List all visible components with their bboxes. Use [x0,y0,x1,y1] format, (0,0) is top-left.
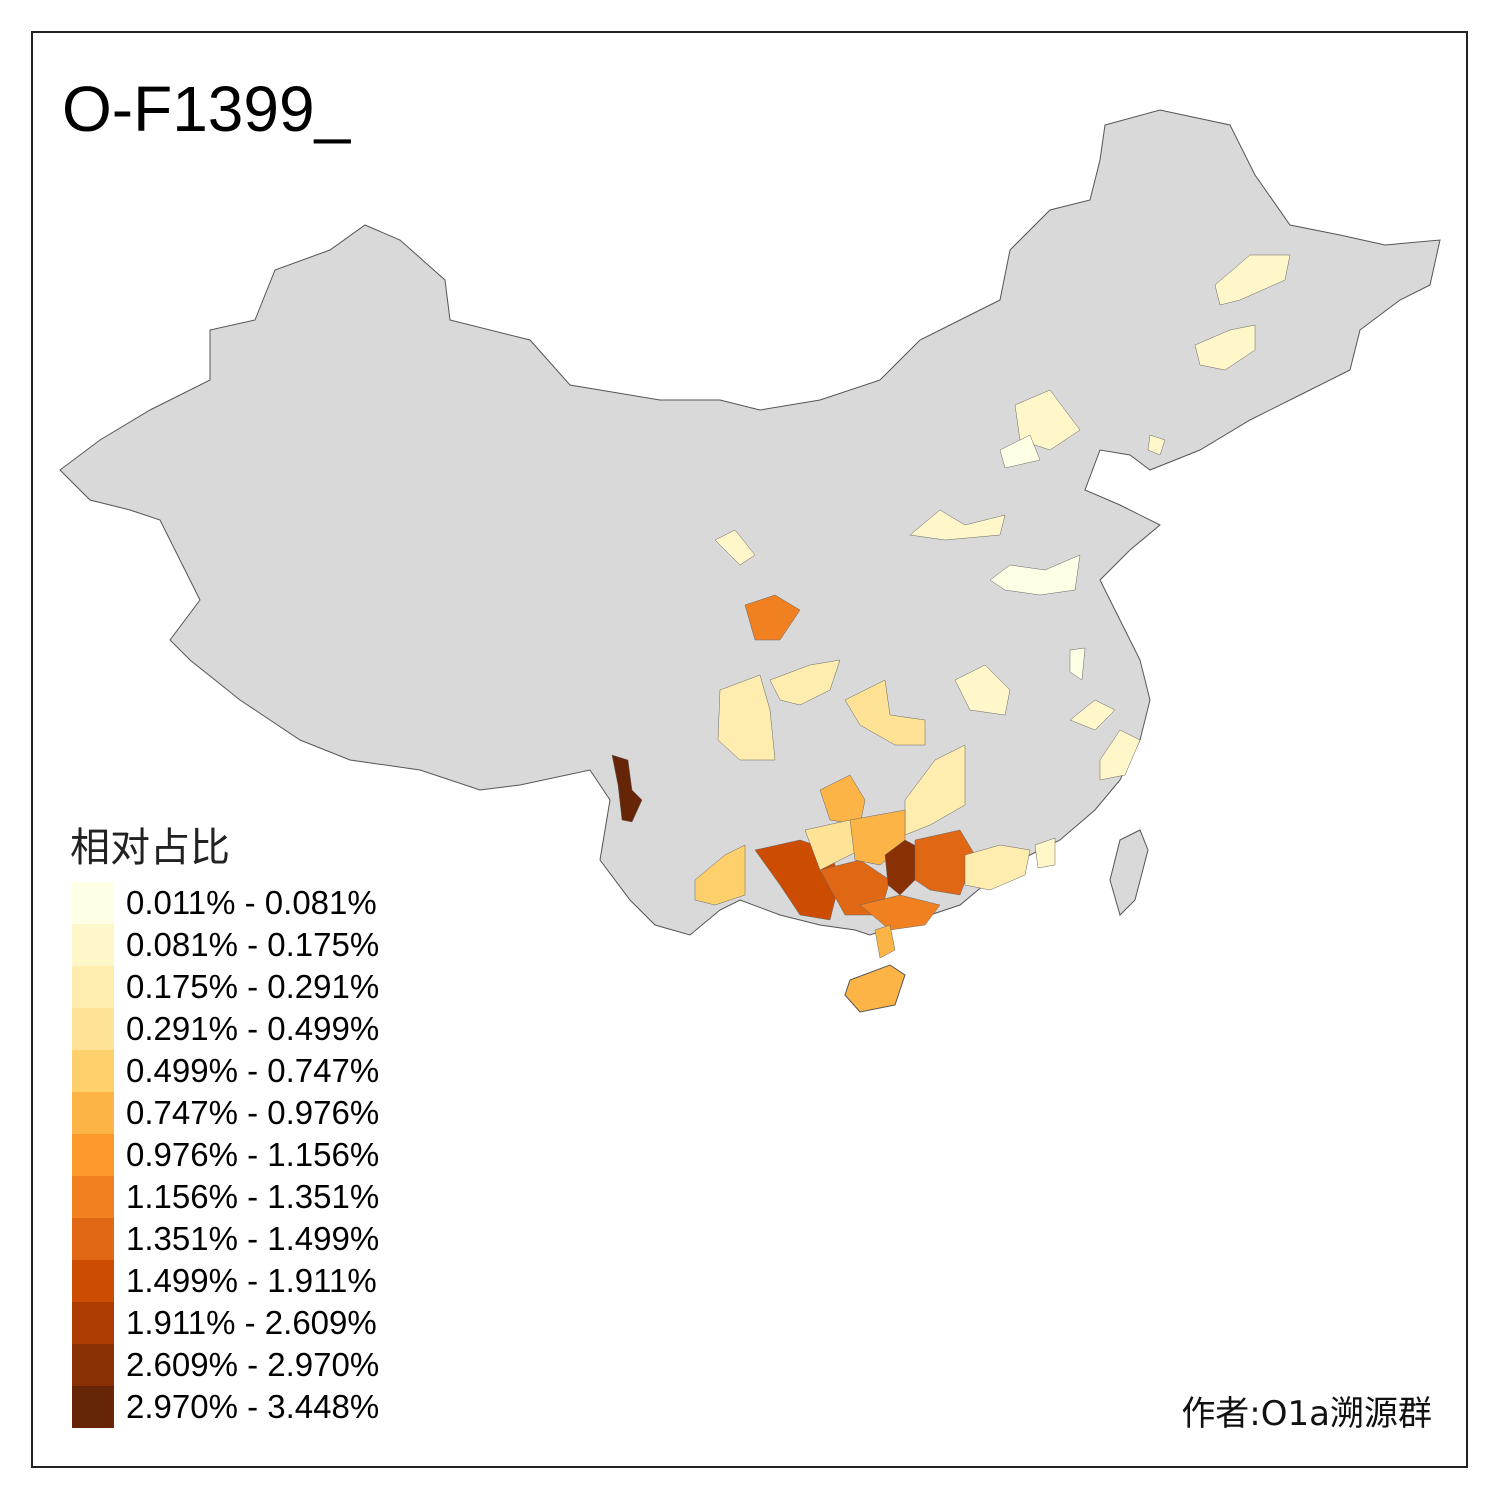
region-anhui [1069,647,1086,681]
legend-swatch [72,1134,114,1176]
legend-swatch [72,1218,114,1260]
legend-swatch [72,1302,114,1344]
legend-item: 1.499% - 1.911% [72,1260,379,1302]
region-gansu [714,529,756,566]
region-guangxi-center [819,859,891,916]
region-shantou [1034,837,1056,869]
legend-swatch [72,1050,114,1092]
region-guangdong-south [859,894,941,931]
map-title: O-F1399_ [62,73,351,145]
legend-swatch [72,1176,114,1218]
region-yunnan-east [694,844,746,906]
region-beijing [1014,389,1081,451]
legend-swatch [72,1008,114,1050]
region-guizhou [819,774,866,826]
legend-item: 0.976% - 1.156% [72,1134,379,1176]
region-nujiang [611,754,643,823]
legend-swatch [72,1092,114,1134]
plot-frame [31,31,1468,1468]
legend: 0.011% - 0.081% 0.081% - 0.175% 0.175% - 0… [72,882,379,1428]
region-chongqing [844,679,926,746]
region-hebei [999,434,1041,469]
legend-swatch [72,1260,114,1302]
legend-label: 0.081% - 0.175% [126,926,380,963]
legend-label: 0.175% - 0.291% [126,968,380,1005]
legend-label: 0.747% - 0.976% [126,1094,380,1131]
region-liaoning [1147,434,1166,456]
region-zhejiang [1069,699,1116,731]
region-shanxi [909,509,1006,541]
legend-swatch [72,882,114,924]
legend-item: 0.175% - 0.291% [72,966,379,1008]
legend-item: 0.747% - 0.976% [72,1092,379,1134]
legend-item: 0.499% - 0.747% [72,1050,379,1092]
region-heilongjiang [1214,254,1291,306]
legend-item: 1.911% - 2.609% [72,1302,379,1344]
legend-label: 2.970% - 3.448% [126,1388,380,1425]
legend-item: 0.291% - 0.499% [72,1008,379,1050]
legend-item: 1.156% - 1.351% [72,1176,379,1218]
taiwan-island [1109,829,1149,916]
region-jilin [1194,324,1256,371]
legend-item: 0.081% - 0.175% [72,924,379,966]
legend-swatch [72,1344,114,1386]
legend-label: 1.499% - 1.911% [126,1262,377,1299]
legend-label: 1.156% - 1.351% [126,1178,380,1215]
legend-label: 2.609% - 2.970% [126,1346,380,1383]
legend-item: 2.609% - 2.970% [72,1344,379,1386]
legend-swatch [72,1386,114,1428]
region-guangdong-west [914,829,976,896]
china-base-shape [59,109,1441,936]
legend-label: 0.499% - 0.747% [126,1052,380,1089]
region-leizhou [874,924,896,959]
region-fujian [1099,729,1141,781]
region-sichuan-north [744,594,801,641]
legend-label: 1.351% - 1.499% [126,1220,380,1257]
legend-label: 1.911% - 2.609% [126,1304,377,1341]
legend-item: 1.351% - 1.499% [72,1218,379,1260]
colored-regions [611,254,1291,959]
legend-swatch [72,924,114,966]
region-sichuan-east [769,659,841,706]
legend-swatch [72,966,114,1008]
legend-item: 2.970% - 3.448% [72,1386,379,1428]
region-shandong [989,554,1081,596]
legend-label: 0.976% - 1.156% [126,1136,380,1173]
legend-item: 0.011% - 0.081% [72,882,379,924]
hainan-island [844,964,906,1013]
author-credit: 作者:O1a溯源群 [1181,1394,1432,1434]
region-sichuan-west [717,674,776,761]
region-guangdong-east [964,844,1031,891]
legend-label: 0.291% - 0.499% [126,1010,380,1047]
region-hubei [954,664,1011,716]
legend-title: 相对占比 [70,825,230,871]
legend-label: 0.011% - 0.081% [126,884,377,921]
